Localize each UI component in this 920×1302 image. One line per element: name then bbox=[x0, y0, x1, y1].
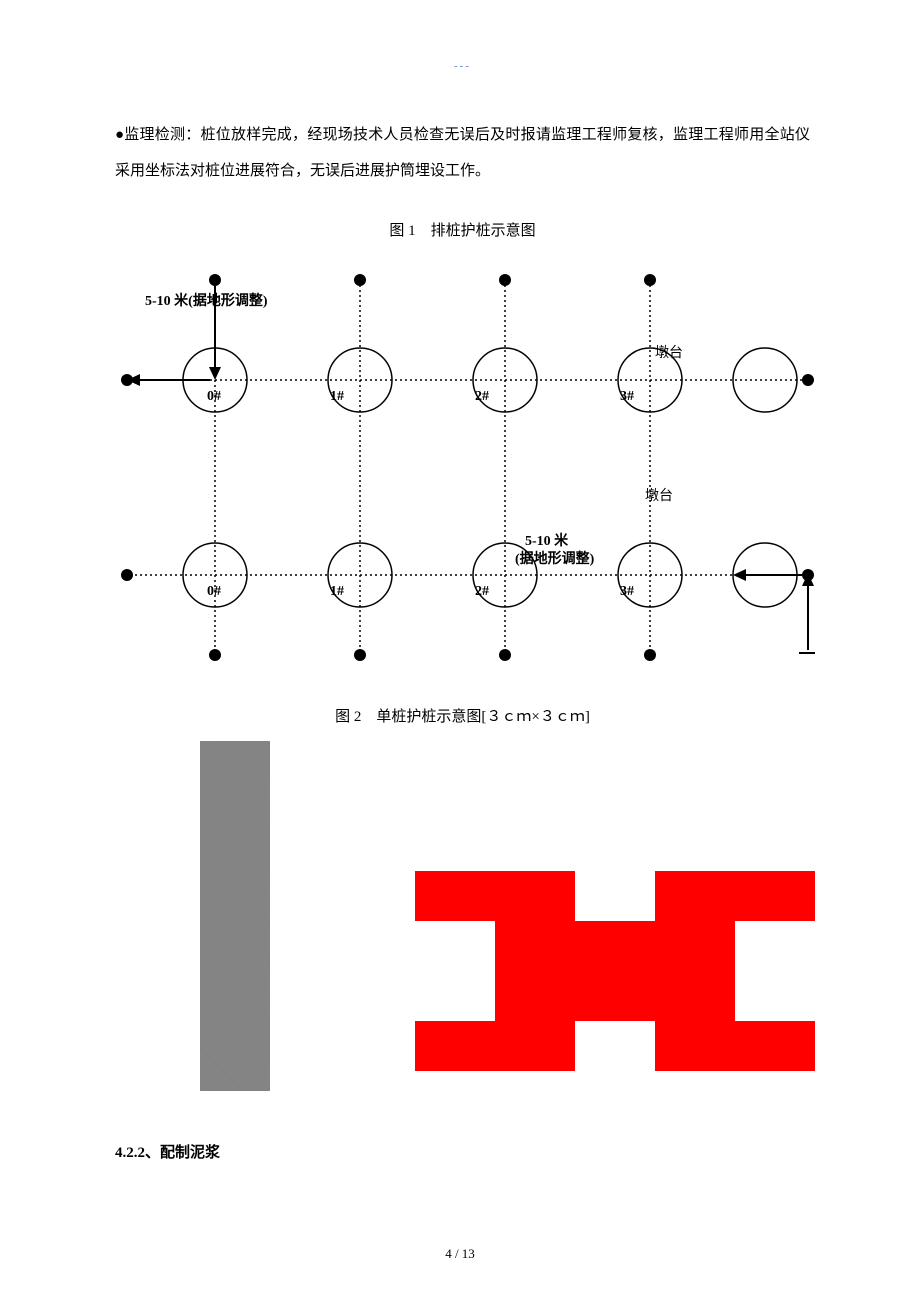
body-paragraph: ●监理检测：桩位放样完成，经现场技术人员检查无误后及时报请监理工程师复核，监理工… bbox=[115, 117, 810, 189]
section-number-label: 4.2.2、配制泥浆 bbox=[115, 1145, 220, 1161]
figure1-diagram: 5-10 米(据地形调整) 墩台 墩台 5-10 米 (据地形调整) 0# 1#… bbox=[115, 255, 815, 675]
fig1-duntai-top: 墩台 bbox=[655, 345, 683, 361]
fig1-pile-bottom-0: 0# bbox=[207, 584, 221, 599]
fig1-pile-bottom-3: 3# bbox=[620, 584, 634, 599]
page-footer: 4 / 13 bbox=[0, 1246, 920, 1262]
fig1-bottom-label-2: (据地形调整) bbox=[515, 550, 595, 567]
fig1-bottom-label-1: 5-10 米 bbox=[525, 532, 569, 549]
fig1-pile-bottom-2: 2# bbox=[475, 584, 489, 599]
header-dash: --- bbox=[115, 60, 810, 72]
figure1-caption: 图 1 排桩护桩示意图 bbox=[115, 219, 810, 240]
section-heading: 4.2.2、配制泥浆 bbox=[115, 1141, 810, 1162]
fig1-pile-bottom-1: 1# bbox=[330, 584, 344, 599]
fig1-duntai-mid: 墩台 bbox=[645, 488, 673, 504]
figure2-red-shape bbox=[415, 871, 815, 1071]
figure2-caption: 图 2 单桩护桩示意图[３ｃｍ×３ｃｍ] bbox=[115, 705, 810, 726]
figure2-diagram bbox=[115, 741, 815, 1101]
fig1-pile-top-0: 0# bbox=[207, 389, 221, 404]
fig1-pile-top-1: 1# bbox=[330, 389, 344, 404]
fig1-pile-top-3: 3# bbox=[620, 389, 634, 404]
page-container: --- ●监理检测：桩位放样完成，经现场技术人员检查无误后及时报请监理工程师复核… bbox=[0, 0, 920, 1302]
figure2-gray-bar bbox=[200, 741, 270, 1091]
fig1-top-label: 5-10 米(据地形调整) bbox=[145, 292, 268, 309]
fig1-pile-top-2: 2# bbox=[475, 389, 489, 404]
figure1-svg: 5-10 米(据地形调整) 墩台 墩台 5-10 米 (据地形调整) 0# 1#… bbox=[115, 255, 815, 675]
